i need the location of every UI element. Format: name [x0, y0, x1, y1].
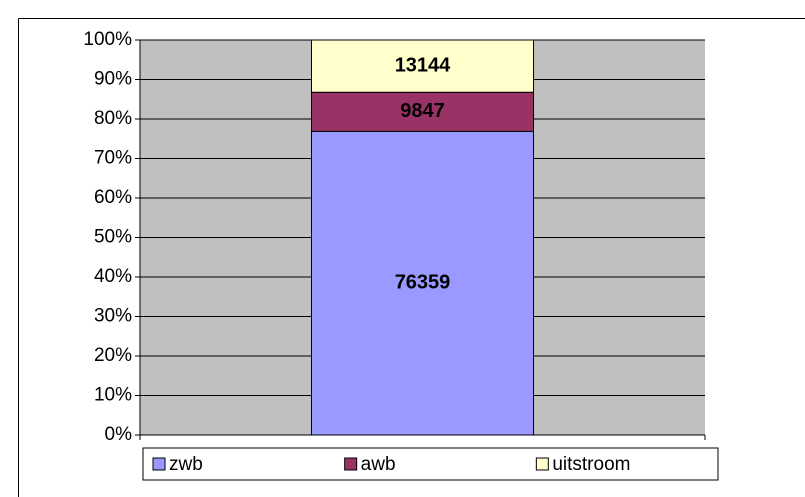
legend-box: [142, 447, 719, 481]
legend-swatch: [152, 457, 166, 471]
value-label: 9847: [400, 100, 445, 122]
legend-swatch: [344, 457, 358, 471]
value-label: 13144: [395, 54, 451, 76]
y-tick-label: 60%: [94, 187, 132, 208]
value-label: 76359: [395, 271, 451, 293]
y-tick-label: 10%: [94, 385, 132, 406]
bar-segment: [310, 130, 535, 436]
y-tick-label: 40%: [94, 266, 132, 287]
bar-segment: [310, 91, 535, 132]
y-tick-label: 90%: [94, 69, 132, 90]
y-tick-label: 100%: [83, 29, 132, 50]
legend-label: uitstroom: [552, 454, 630, 475]
y-tick-label: 30%: [94, 306, 132, 327]
y-tick-label: 20%: [94, 345, 132, 366]
legend-swatch: [535, 457, 549, 471]
y-tick-label: 50%: [94, 227, 132, 248]
y-tick-label: 0%: [105, 424, 133, 445]
bar-segment: [310, 39, 535, 93]
y-tick-label: 70%: [94, 148, 132, 169]
legend-label: awb: [361, 454, 396, 475]
y-tick-label: 80%: [94, 108, 132, 129]
legend-label: zwb: [169, 454, 203, 475]
